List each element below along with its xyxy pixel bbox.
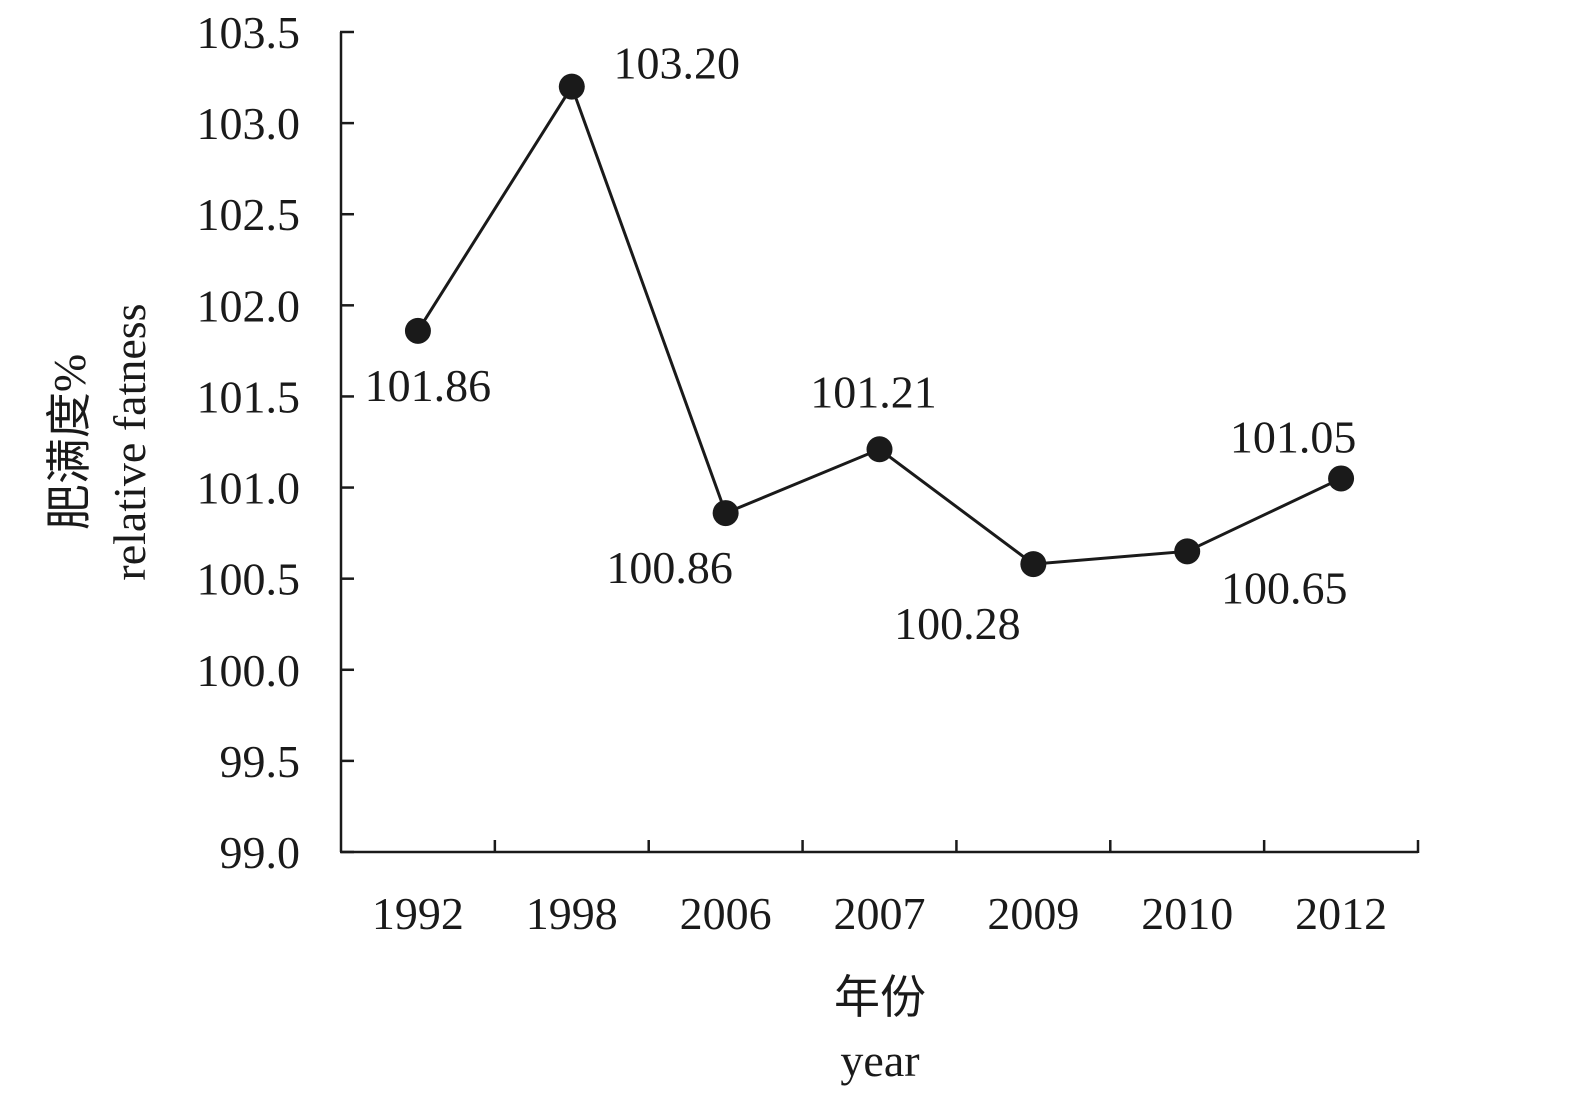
x-tick-label: 1998 [526, 888, 618, 939]
y-axis-tick-labels: 99.0 99.5 100.0 100.5 101.0 101.5 102.0 102.5 10… [197, 7, 301, 878]
y-tick-label: 99.0 [220, 827, 301, 878]
data-label: 101.05 [1230, 411, 1357, 462]
data-point [866, 436, 893, 463]
data-label: 103.20 [614, 38, 741, 89]
data-label: 100.28 [894, 598, 1021, 649]
data-point [1328, 465, 1355, 492]
series-line-group [416, 83, 1342, 566]
x-tick-label: 2010 [1141, 888, 1233, 939]
y-axis-title: 肥满度% relative fatness [44, 303, 155, 580]
y-tick-label: 100.5 [197, 554, 301, 605]
data-point [1020, 551, 1047, 578]
axes [339, 32, 1418, 854]
x-tick-label: 2006 [680, 888, 772, 939]
data-labels: 101.86 103.20 100.86 101.21 100.28 100.65 101.… [365, 38, 1357, 649]
data-label: 101.21 [810, 366, 937, 417]
data-label: 100.65 [1221, 562, 1348, 613]
y-tick-label: 103.5 [197, 7, 301, 58]
series-points [404, 73, 1355, 578]
y-tick-label: 100.0 [197, 645, 301, 696]
x-tick-label: 2009 [987, 888, 1079, 939]
x-axis-title-cn: 年份 [834, 972, 926, 1023]
y-tick-label: 102.5 [197, 189, 301, 240]
x-axis-ticks [493, 840, 1420, 853]
y-tick-label: 99.5 [220, 736, 301, 787]
y-axis-ticks [340, 30, 354, 854]
data-point [558, 73, 585, 100]
y-tick-label: 103.0 [197, 98, 301, 149]
x-tick-label: 1992 [372, 888, 464, 939]
y-tick-label: 101.5 [197, 371, 301, 422]
data-point [1174, 538, 1201, 565]
y-axis-title-en: relative fatness [104, 303, 155, 580]
data-point [712, 500, 739, 527]
y-tick-label: 101.0 [197, 463, 301, 514]
series-line [416, 83, 1342, 566]
x-axis-title-en: year [840, 1035, 919, 1086]
y-tick-label: 102.0 [197, 280, 301, 331]
x-axis-tick-labels: 1992 1998 2006 2007 2009 2010 2012 [372, 888, 1387, 939]
x-tick-label: 2012 [1295, 888, 1387, 939]
y-axis-title-cn: 肥满度% [44, 354, 95, 530]
data-label: 100.86 [606, 542, 733, 593]
data-point [404, 317, 431, 344]
x-tick-label: 2007 [834, 888, 926, 939]
data-label: 101.86 [365, 360, 492, 411]
x-axis-title: 年份 year [834, 972, 926, 1086]
